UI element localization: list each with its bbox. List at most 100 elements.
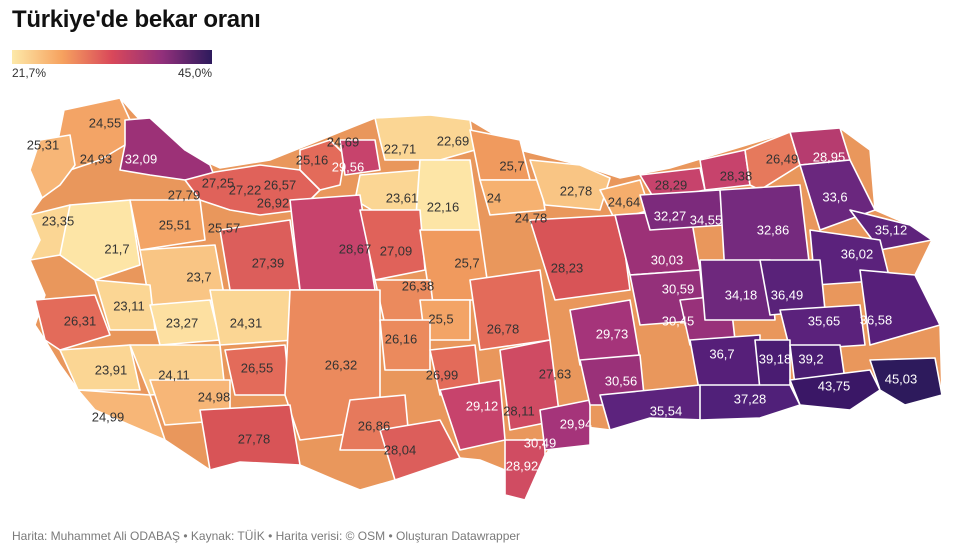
legend-labels: 21,7% 45,0% <box>12 64 212 80</box>
province-value-label: 28,04 <box>384 442 417 457</box>
legend-max-label: 45,0% <box>177 66 212 80</box>
province-value-label: 25,7 <box>499 158 524 173</box>
province-region <box>744 131 801 191</box>
region-fills <box>29 97 943 501</box>
province-value-label: 26,31 <box>64 313 97 328</box>
province-value-label: 24,64 <box>608 194 641 209</box>
province-value-label: 26,92 <box>257 195 290 210</box>
province-value-label: 25,5 <box>428 311 453 326</box>
province-value-label: 27,79 <box>168 187 201 202</box>
province-value-label: 25,16 <box>296 152 329 167</box>
legend-min-label: 21,7% <box>12 66 47 80</box>
province-value-label: 27,09 <box>380 243 413 258</box>
province-value-label: 23,61 <box>386 190 419 205</box>
province-value-label: 35,12 <box>875 222 908 237</box>
province-region <box>849 209 933 251</box>
province-region <box>59 344 141 391</box>
province-region <box>529 214 631 301</box>
province-value-label: 29,94 <box>560 416 593 431</box>
province-value-label: 26,86 <box>358 418 391 433</box>
province-value-label: 24,55 <box>89 115 122 130</box>
province-value-label: 22,16 <box>427 199 460 214</box>
province-region <box>339 139 381 176</box>
province-value-label: 24,98 <box>198 389 231 404</box>
province-value-label: 23,7 <box>186 269 211 284</box>
province-region <box>859 269 941 346</box>
province-value-label: 26,57 <box>264 177 297 192</box>
province-value-label: 33,6 <box>822 189 847 204</box>
province-value-label: 27,22 <box>229 182 262 197</box>
province-value-label: 22,69 <box>437 133 470 148</box>
province-value-label: 23,27 <box>166 315 199 330</box>
province-value-label: 28,29 <box>655 177 688 192</box>
province-value-label: 28,67 <box>339 241 372 256</box>
province-value-label: 23,91 <box>95 362 128 377</box>
province-value-label: 36,02 <box>841 246 874 261</box>
province-region <box>469 269 551 351</box>
province-value-label: 25,31 <box>27 137 60 152</box>
province-value-label: 34,18 <box>725 287 758 302</box>
province-value-label: 37,28 <box>734 391 767 406</box>
map-title: Türkiye'de bekar oranı <box>12 6 261 33</box>
source-footer: Harita: Muhammet Ali ODABAŞ • Kaynak: TÜ… <box>12 529 521 543</box>
province-value-label: 29,56 <box>332 159 365 174</box>
legend-gradient-bar <box>12 50 212 64</box>
province-value-label: 36,7 <box>709 346 734 361</box>
province-value-label: 25,7 <box>454 255 479 270</box>
province-region <box>199 404 301 471</box>
province-value-label: 26,55 <box>241 360 274 375</box>
province-value-label: 29,12 <box>466 398 499 413</box>
province-region <box>34 294 111 351</box>
province-value-label: 23,35 <box>42 213 75 228</box>
province-value-label: 32,27 <box>654 208 687 223</box>
province-value-label: 36,58 <box>860 312 893 327</box>
province-value-label: 39,18 <box>759 351 792 366</box>
province-region <box>94 279 156 331</box>
province-region <box>374 114 476 161</box>
province-value-label: 26,78 <box>487 321 520 336</box>
province-value-label: 35,65 <box>808 313 841 328</box>
province-value-label: 26,38 <box>402 278 435 293</box>
province-value-label: 28,11 <box>503 403 535 418</box>
province-region <box>59 199 141 281</box>
province-value-label: 27,63 <box>539 366 572 381</box>
province-value-label: 30,45 <box>662 313 695 328</box>
province-value-label: 28,92 <box>506 458 539 473</box>
province-value-label: 30,49 <box>524 435 557 450</box>
province-region <box>699 384 801 421</box>
color-legend: 21,7% 45,0% <box>12 50 212 80</box>
province-value-label: 24,99 <box>92 409 125 424</box>
province-region <box>77 389 166 441</box>
province-region <box>869 357 943 406</box>
province-value-label: 26,49 <box>766 151 799 166</box>
province-region <box>539 399 591 451</box>
province-region <box>479 179 546 216</box>
province-value-label: 24,31 <box>230 315 263 330</box>
province-value-label: 32,86 <box>757 222 790 237</box>
province-value-label: 26,16 <box>385 331 418 346</box>
province-value-label: 25,57 <box>208 220 241 235</box>
province-value-label: 39,2 <box>798 351 823 366</box>
province-value-label: 24,11 <box>158 367 190 382</box>
province-value-label: 25,51 <box>159 217 192 232</box>
province-region <box>504 439 546 501</box>
province-region <box>129 199 206 251</box>
province-value-label: 45,03 <box>885 371 918 386</box>
province-value-label: 34,55 <box>690 212 723 227</box>
province-value-label: 22,71 <box>384 141 417 156</box>
province-region <box>299 139 346 191</box>
province-region <box>699 259 776 321</box>
province-value-label: 23,11 <box>113 298 145 313</box>
province-value-label: 22,78 <box>560 183 593 198</box>
province-value-label: 26,99 <box>426 367 459 382</box>
province-value-label: 28,23 <box>551 260 584 275</box>
province-value-label: 28,95 <box>813 149 846 164</box>
province-region <box>779 304 866 351</box>
province-region <box>379 419 461 481</box>
province-value-label: 30,03 <box>651 252 684 267</box>
province-value-label: 24,69 <box>327 134 360 149</box>
province-value-label: 27,39 <box>252 255 285 270</box>
province-value-label: 30,59 <box>662 281 695 296</box>
